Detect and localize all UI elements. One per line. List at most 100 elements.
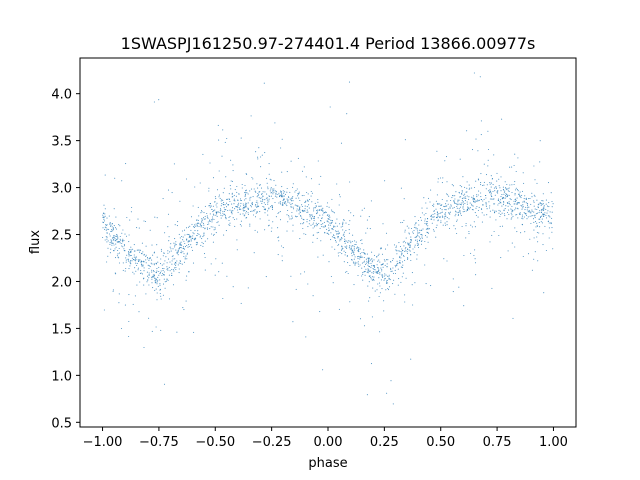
data-point [349, 240, 351, 242]
data-point [328, 215, 330, 218]
data-point [367, 264, 369, 266]
data-point [416, 234, 418, 236]
data-point [421, 212, 423, 214]
data-point [240, 199, 242, 202]
data-point [400, 281, 402, 283]
data-point [191, 237, 193, 239]
data-point [538, 203, 540, 205]
data-point [524, 201, 526, 203]
data-point [541, 215, 543, 217]
data-point [296, 205, 298, 207]
data-point [423, 214, 425, 216]
data-point [362, 279, 364, 281]
data-point [439, 216, 441, 218]
data-point [463, 194, 465, 196]
data-point [287, 209, 289, 212]
data-point [366, 227, 368, 229]
data-point [233, 194, 235, 196]
data-point [456, 219, 458, 221]
data-point [339, 251, 341, 254]
data-point [295, 288, 297, 290]
data-point [334, 226, 336, 228]
data-point [313, 218, 315, 220]
data-point [133, 256, 135, 258]
data-point [461, 191, 463, 193]
data-point [471, 187, 473, 189]
data-point [458, 286, 460, 288]
data-point [317, 217, 319, 219]
data-point [129, 219, 131, 221]
data-point [118, 241, 120, 243]
data-point [361, 243, 363, 245]
data-point [286, 198, 288, 200]
data-point [398, 242, 400, 244]
data-point [373, 259, 375, 261]
data-point [268, 195, 270, 197]
data-point [487, 130, 489, 132]
data-point [410, 240, 412, 242]
data-point [464, 196, 466, 198]
data-point [167, 267, 169, 270]
data-point [320, 224, 322, 226]
data-point [551, 211, 553, 213]
data-point [456, 205, 458, 208]
data-point [202, 222, 205, 224]
data-point [320, 209, 322, 211]
data-point [218, 196, 220, 198]
data-point [459, 196, 461, 198]
data-point [244, 203, 246, 205]
data-point [368, 258, 370, 260]
data-point [218, 211, 220, 214]
data-point [426, 218, 429, 220]
data-point [386, 392, 388, 394]
data-point [446, 205, 448, 207]
data-point [354, 261, 356, 263]
data-point [265, 177, 268, 179]
data-point [129, 262, 131, 264]
data-point [504, 197, 506, 199]
data-point [471, 203, 473, 205]
data-point [128, 294, 130, 296]
data-point [511, 214, 513, 216]
data-point [345, 222, 347, 224]
data-point [360, 255, 362, 257]
data-point [421, 234, 423, 236]
data-point [299, 211, 301, 213]
data-point [287, 200, 289, 202]
data-point [252, 196, 254, 198]
data-point [548, 227, 550, 229]
data-point [445, 209, 447, 211]
data-point [122, 238, 124, 240]
data-point [290, 206, 292, 208]
data-point [394, 293, 396, 295]
data-point [112, 227, 114, 229]
data-point [509, 198, 511, 200]
data-point [179, 243, 181, 245]
data-point [363, 249, 365, 251]
data-point [178, 248, 180, 250]
data-point [409, 244, 411, 246]
x-tick-label: 0.25 [370, 435, 399, 450]
data-point [513, 183, 515, 186]
data-point [551, 217, 553, 219]
data-point [369, 266, 371, 268]
data-point [405, 246, 407, 249]
data-point [227, 198, 229, 200]
data-point [352, 234, 354, 236]
data-point [377, 267, 379, 269]
data-point [198, 222, 200, 224]
data-point [267, 214, 269, 216]
data-point [436, 194, 438, 196]
data-point [407, 258, 409, 260]
data-point [340, 239, 342, 241]
data-point [143, 346, 145, 349]
data-point [531, 215, 533, 217]
data-point [185, 178, 188, 180]
data-point [497, 199, 499, 201]
data-point [160, 295, 162, 297]
data-point [399, 262, 401, 264]
data-point [160, 250, 163, 252]
data-point [368, 257, 370, 259]
data-point [477, 216, 479, 218]
data-point [270, 192, 272, 194]
